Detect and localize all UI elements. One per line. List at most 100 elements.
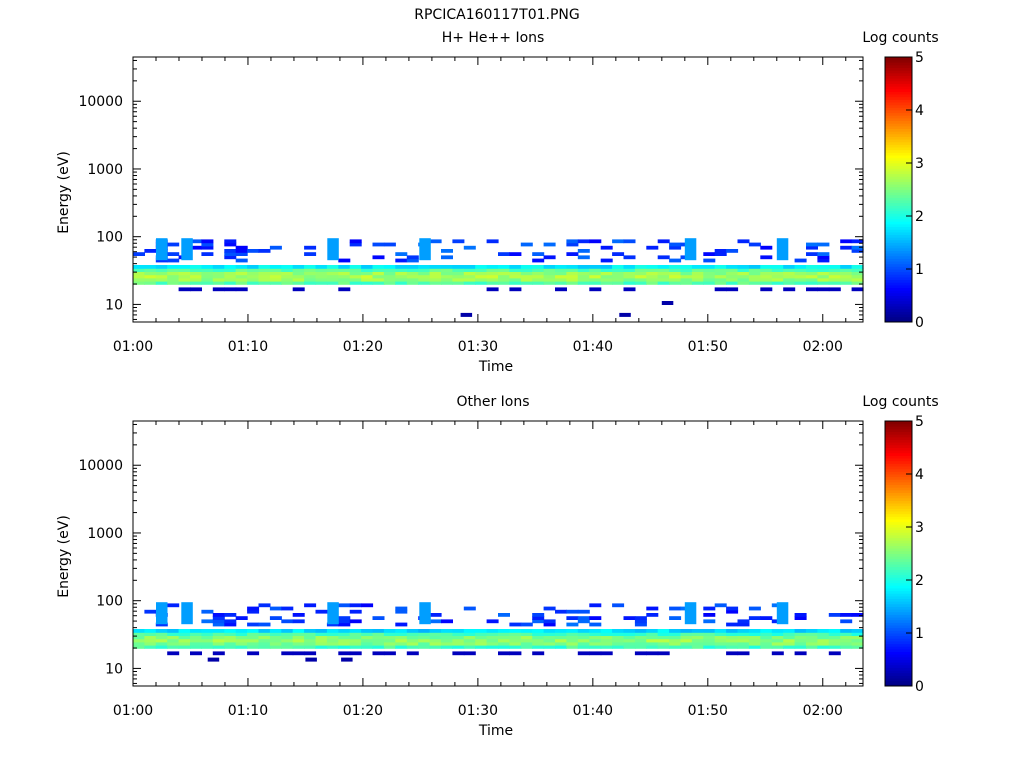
spectrogram-cell — [760, 632, 773, 636]
spectrogram-cell — [612, 635, 625, 640]
spectrogram-cell — [646, 638, 659, 643]
spectrogram-cell — [623, 616, 636, 620]
spectrogram-cell — [441, 629, 453, 633]
spectrogram-cell — [634, 619, 647, 624]
colorbar-segment — [885, 484, 912, 488]
spectrogram-cell — [292, 268, 305, 272]
x-tick-label: 01:10 — [228, 703, 268, 719]
spectrogram-point — [619, 312, 631, 317]
spectrogram-cell — [258, 629, 271, 633]
colorbar-segment — [885, 59, 912, 63]
spectrogram-cell — [429, 645, 442, 649]
spectrogram-cell — [600, 632, 613, 636]
spectrogram-cell — [566, 281, 579, 285]
spectrogram-cell — [269, 606, 282, 611]
spectrogram-cell — [577, 616, 590, 620]
spectrogram-cell — [349, 641, 362, 646]
spectrogram-cell — [155, 258, 168, 263]
spectrogram-cell — [235, 265, 248, 269]
spectrogram-cell — [612, 239, 625, 244]
spectrogram-cell — [349, 271, 362, 276]
spectrogram-cell — [817, 277, 830, 282]
spectrogram-cell — [760, 271, 773, 276]
y-tick-label: 100 — [96, 230, 123, 246]
spectrogram-cell — [703, 629, 716, 633]
colorbar-segment — [885, 659, 912, 663]
spectrogram-cell — [691, 277, 704, 282]
colorbar-segment — [885, 585, 912, 589]
spectrogram-cell — [315, 645, 328, 649]
spectrogram-cell — [475, 635, 488, 640]
colorbar-segment — [885, 672, 912, 676]
spectrogram-cell — [851, 638, 864, 643]
spectrogram-cell — [703, 632, 716, 636]
spectrogram-cell — [361, 635, 374, 640]
spectrogram-cell — [509, 622, 522, 627]
colorbar-segment — [885, 184, 912, 188]
spectrogram-cell — [372, 268, 385, 272]
colorbar-segment — [885, 521, 912, 525]
spectrogram-cell — [167, 632, 180, 636]
spectrogram-cell — [566, 645, 579, 649]
spectrogram-cell — [292, 629, 305, 633]
spectrogram-cell — [760, 281, 773, 285]
spectrogram-cell — [600, 271, 613, 276]
spectrogram-cell — [304, 645, 317, 649]
spectrogram-cell — [315, 632, 328, 636]
spectrogram-cell — [133, 277, 145, 282]
colorbar-segment — [885, 651, 912, 655]
spectrogram-cell — [167, 268, 180, 272]
colorbar-segment — [885, 168, 912, 172]
x-tick-label: 01:30 — [458, 339, 498, 355]
spectrogram-cell — [212, 619, 225, 624]
spectrogram-cell — [395, 277, 408, 282]
spectrogram-cell — [577, 609, 590, 614]
colorbar-segment — [885, 421, 912, 425]
spectrogram-cell — [680, 281, 693, 285]
spectrogram-cell — [532, 638, 545, 643]
spectrogram-cell — [657, 274, 670, 279]
spectrogram-cell — [418, 277, 431, 282]
spectrogram-cell — [669, 281, 682, 285]
spectrogram-cell — [794, 613, 807, 617]
spectrogram-cell — [748, 629, 761, 633]
spectrogram-cell — [520, 645, 533, 649]
spectrogram-cell — [395, 638, 408, 643]
spectrogram-cell — [851, 635, 864, 640]
spectrogram-cell — [520, 281, 533, 285]
spectrogram-cell — [463, 274, 476, 279]
spectrogram-cell — [304, 271, 317, 276]
spectrogram-cell — [600, 629, 613, 633]
spectrogram-cell — [133, 641, 145, 646]
spectrogram-cell — [395, 271, 408, 276]
spectrogram-cell — [349, 239, 362, 244]
spectrogram-cell — [577, 274, 590, 279]
spectrogram-cell — [760, 245, 773, 250]
spectrogram-cell — [555, 635, 567, 640]
spectrogram-cell — [304, 638, 317, 643]
colorbar-segment — [885, 316, 912, 320]
spectrogram-cell — [657, 645, 670, 649]
spectrogram-cell — [224, 252, 237, 256]
spectrogram-cell — [475, 265, 488, 269]
spectrogram-cell — [475, 641, 488, 646]
spectrogram-cell — [760, 287, 773, 292]
colorbar-segment — [885, 455, 912, 459]
spectrogram-cell — [817, 255, 830, 260]
spectrogram-cell — [486, 268, 499, 272]
spectrogram-point — [207, 657, 220, 662]
spectrogram-cell — [657, 265, 670, 269]
spectrogram-cell — [418, 635, 431, 640]
spectrogram-cell — [748, 277, 761, 282]
spectrogram-cell — [372, 616, 385, 620]
spectrogram-cell — [281, 606, 294, 611]
spectrogram-cell — [429, 268, 442, 272]
spectrogram-cell — [623, 239, 636, 244]
spectrogram-cell — [623, 645, 636, 649]
spectrogram-cell — [748, 638, 761, 643]
spectrogram-cell — [817, 635, 830, 640]
spectrogram-cell — [817, 641, 830, 646]
colorbar-segment — [885, 656, 912, 660]
spectrogram-cell — [190, 629, 202, 633]
spectrogram-cell — [851, 641, 864, 646]
